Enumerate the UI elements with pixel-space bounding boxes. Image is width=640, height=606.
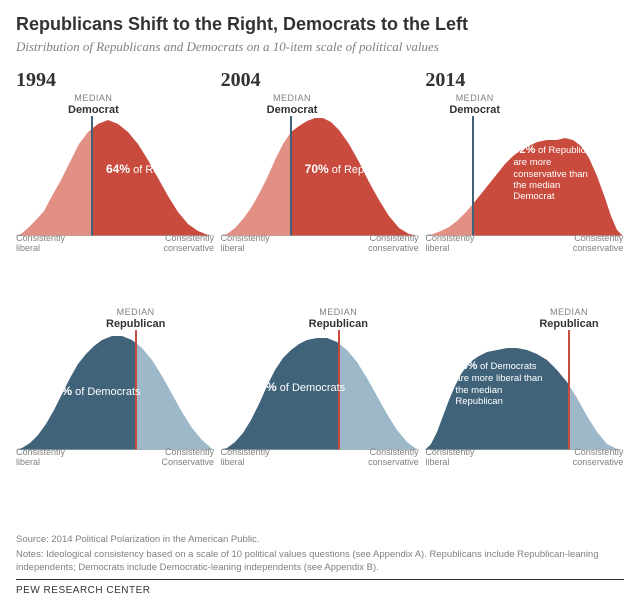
- axis-labels: Consistently liberal Consistently conser…: [221, 234, 419, 254]
- axis-left: Consistently liberal: [221, 448, 281, 468]
- callout-text: 92% of Republicans are more conservative…: [513, 144, 603, 203]
- median-label: MEDIAN Republican: [106, 308, 165, 330]
- callout-text: 70% of Republicans: [305, 162, 405, 177]
- axis-labels: Consistently liberal Consistently conser…: [221, 448, 419, 468]
- axis-right: Consistently conservative: [154, 234, 214, 254]
- chart-area: MEDIAN Democrat 92% of Republicans are m…: [425, 94, 623, 254]
- panel-d2014: MEDIAN Republican 94% of Democrats are m…: [425, 284, 623, 468]
- axis-right: Consistently conservative: [563, 234, 623, 254]
- footer-block: Source: 2014 Political Polarization in t…: [16, 534, 624, 596]
- axis-left: Consistently liberal: [16, 448, 76, 468]
- chart-area: MEDIAN Democrat 70% of Republicans Consi…: [221, 94, 419, 254]
- year-label: 1994: [16, 69, 214, 92]
- chart-subtitle: Distribution of Republicans and Democrat…: [16, 39, 624, 55]
- chart-area: MEDIAN Republican 70% of Democrats Consi…: [16, 308, 214, 468]
- panel-d2004: MEDIAN Republican 68% of Democrats Consi…: [221, 284, 419, 468]
- axis-right: Consistently Conservative: [154, 448, 214, 468]
- axis-labels: Consistently liberal Consistently conser…: [425, 234, 623, 254]
- chart-area: MEDIAN Democrat 64% of Republicans Consi…: [16, 94, 214, 254]
- median-label: MEDIAN Republican: [309, 308, 368, 330]
- panel-r2014: 2014 MEDIAN Democrat 92% of Republicans …: [425, 69, 623, 254]
- axis-labels: Consistently liberal Consistently conser…: [16, 234, 214, 254]
- callout-text: 94% of Democrats are more liberal than t…: [455, 360, 545, 407]
- axis-right: Consistently conservative: [359, 234, 419, 254]
- axis-labels: Consistently liberal Consistently conser…: [425, 448, 623, 468]
- panel-r1994: 1994 MEDIAN Democrat 64% of Republicans …: [16, 69, 214, 254]
- callout-text: 70% of Democrats: [48, 384, 141, 399]
- year-label: 2004: [221, 69, 419, 92]
- median-label: MEDIAN Democrat: [68, 94, 119, 116]
- chart-title: Republicans Shift to the Right, Democrat…: [16, 14, 624, 35]
- axis-left: Consistently liberal: [16, 234, 76, 254]
- axis-right: Consistently conservative: [563, 448, 623, 468]
- median-label: MEDIAN Democrat: [449, 94, 500, 116]
- axis-right: Consistently conservative: [359, 448, 419, 468]
- brand-label: PEW RESEARCH CENTER: [16, 579, 624, 596]
- source-line: Source: 2014 Political Polarization in t…: [16, 534, 624, 546]
- axis-labels: Consistently liberal Consistently Conser…: [16, 448, 214, 468]
- median-label: MEDIAN Democrat: [267, 94, 318, 116]
- callout-text: 64% of Republicans: [106, 162, 206, 177]
- notes-line: Notes: Ideological consistency based on …: [16, 549, 624, 574]
- panel-r2004: 2004 MEDIAN Democrat 70% of Republicans …: [221, 69, 419, 254]
- panel-d1994: MEDIAN Republican 70% of Democrats Consi…: [16, 284, 214, 468]
- axis-left: Consistently liberal: [425, 448, 485, 468]
- callout-text: 68% of Democrats: [253, 380, 346, 395]
- chart-area: MEDIAN Republican 68% of Democrats Consi…: [221, 308, 419, 468]
- chart-area: MEDIAN Republican 94% of Democrats are m…: [425, 308, 623, 468]
- median-label: MEDIAN Republican: [539, 308, 598, 330]
- year-label: 2014: [425, 69, 623, 92]
- axis-left: Consistently liberal: [221, 234, 281, 254]
- axis-left: Consistently liberal: [425, 234, 485, 254]
- panel-grid: 1994 MEDIAN Democrat 64% of Republicans …: [16, 69, 624, 468]
